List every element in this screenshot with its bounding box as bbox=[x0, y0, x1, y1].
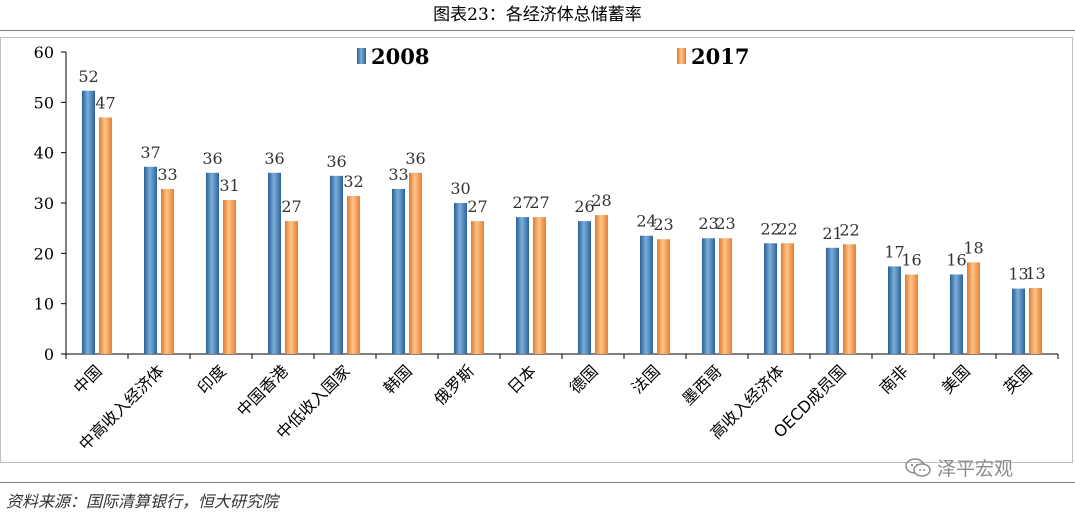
watermark-text: 泽平宏观 bbox=[937, 458, 1014, 480]
chart-frame bbox=[0, 37, 1073, 463]
bar-2008 bbox=[888, 266, 901, 354]
x-category-label: 中国 bbox=[70, 361, 106, 397]
bar-2017 bbox=[285, 221, 298, 354]
data-label-2008: 33 bbox=[388, 165, 408, 184]
bar-2017 bbox=[843, 244, 856, 354]
bar-2017 bbox=[409, 172, 422, 354]
footer-divider bbox=[0, 482, 1075, 483]
bar-2017 bbox=[657, 239, 670, 354]
data-label-2008: 24 bbox=[636, 212, 656, 231]
x-category-label: 墨西哥 bbox=[678, 361, 725, 408]
data-label-2008: 16 bbox=[946, 250, 966, 269]
data-label-2017: 13 bbox=[1025, 264, 1045, 283]
y-tick-label: 0 bbox=[44, 345, 54, 364]
data-label-2008: 23 bbox=[698, 214, 718, 233]
bar-2008 bbox=[1012, 288, 1025, 354]
data-label-2017: 27 bbox=[467, 197, 487, 216]
x-category-label: 南非 bbox=[876, 361, 912, 397]
x-category-label: 英国 bbox=[1000, 361, 1036, 397]
legend-label-2008: 2008 bbox=[371, 44, 429, 69]
bar-2017 bbox=[471, 221, 484, 354]
bar-chart: 0102030405060中国中高收入经济体 印度 中国香港中低收入国家 韩国 俄罗斯日… bbox=[34, 43, 1059, 454]
data-label-2017: 31 bbox=[219, 176, 239, 195]
data-label-2008: 13 bbox=[1008, 265, 1028, 284]
bar-2017 bbox=[161, 188, 174, 354]
legend-label-2017: 2017 bbox=[691, 44, 749, 69]
bar-2017 bbox=[347, 195, 360, 354]
y-tick-label: 30 bbox=[34, 194, 54, 213]
bar-2017 bbox=[781, 243, 794, 354]
bar-2008 bbox=[268, 172, 281, 354]
bar-2008 bbox=[640, 235, 653, 354]
bar-2008 bbox=[702, 238, 715, 354]
bar-2017 bbox=[719, 238, 732, 354]
bar-2008 bbox=[516, 217, 529, 354]
data-label-2008: 30 bbox=[450, 179, 470, 198]
y-tick-label: 10 bbox=[34, 295, 54, 314]
bar-2017 bbox=[533, 217, 546, 354]
y-tick-label: 20 bbox=[34, 244, 54, 263]
data-label-2017: 23 bbox=[715, 214, 735, 233]
data-label-2008: 17 bbox=[884, 242, 904, 261]
data-label-2017: 47 bbox=[95, 93, 115, 112]
data-label-2008: 36 bbox=[264, 149, 284, 168]
bar-2017 bbox=[905, 274, 918, 354]
data-label-2008: 26 bbox=[574, 197, 594, 216]
y-tick-label: 40 bbox=[34, 144, 54, 163]
bar-2008 bbox=[764, 243, 777, 354]
bar-2008 bbox=[826, 247, 839, 354]
chart-title: 图表23：各经济体总储蓄率 bbox=[433, 5, 642, 25]
watermark: 泽平宏观 bbox=[905, 454, 1013, 481]
title-divider bbox=[0, 30, 1075, 31]
data-label-2008: 36 bbox=[202, 149, 222, 168]
data-label-2017: 33 bbox=[157, 165, 177, 184]
x-category-label: 法国 bbox=[628, 361, 664, 397]
bar-2017 bbox=[967, 262, 980, 354]
y-tick-label: 50 bbox=[34, 93, 54, 112]
bar-2017 bbox=[595, 215, 608, 354]
x-category-label: 中国香港 bbox=[233, 361, 292, 420]
x-category-label: 日本 bbox=[504, 361, 540, 397]
data-label-2008: 52 bbox=[78, 67, 98, 86]
data-label-2017: 22 bbox=[777, 219, 797, 238]
bar-2017 bbox=[223, 199, 236, 354]
data-label-2017: 32 bbox=[343, 172, 363, 191]
wechat-icon bbox=[905, 457, 931, 477]
data-label-2008: 21 bbox=[822, 224, 842, 243]
bar-2008 bbox=[578, 221, 591, 354]
legend-swatch-2017 bbox=[677, 48, 686, 64]
bar-2008 bbox=[330, 175, 343, 354]
bar-2008 bbox=[950, 274, 963, 354]
data-label-2017: 22 bbox=[839, 220, 859, 239]
data-label-2017: 18 bbox=[963, 238, 983, 257]
data-label-2017: 28 bbox=[591, 191, 611, 210]
bar-2008 bbox=[392, 188, 405, 354]
data-label-2017: 23 bbox=[653, 215, 673, 234]
x-category-label: 德国 bbox=[566, 361, 602, 397]
data-label-2017: 27 bbox=[529, 193, 549, 212]
data-label-2017: 27 bbox=[281, 197, 301, 216]
data-label-2008: 22 bbox=[760, 219, 780, 238]
data-label-2017: 36 bbox=[405, 149, 425, 168]
data-label-2008: 37 bbox=[140, 143, 160, 162]
bar-2008 bbox=[454, 203, 467, 354]
data-label-2017: 16 bbox=[901, 250, 921, 269]
x-category-label: 美国 bbox=[938, 361, 974, 397]
bar-2008 bbox=[82, 90, 95, 355]
bar-2008 bbox=[206, 172, 219, 354]
legend-swatch-2008 bbox=[357, 48, 366, 64]
x-category-label: 印度 bbox=[194, 361, 230, 397]
x-category-label: 俄罗斯 bbox=[430, 361, 477, 408]
bar-2017 bbox=[1029, 288, 1042, 354]
bar-2008 bbox=[144, 166, 157, 354]
source-note: 资料来源：国际清算银行，恒大研究院 bbox=[6, 492, 279, 511]
y-tick-label: 60 bbox=[34, 43, 54, 62]
x-category-label: 韩国 bbox=[380, 361, 416, 397]
bar-2017 bbox=[99, 117, 112, 354]
legend: 2008 2017 bbox=[357, 44, 749, 69]
data-label-2008: 27 bbox=[512, 193, 532, 212]
data-label-2008: 36 bbox=[326, 152, 346, 171]
